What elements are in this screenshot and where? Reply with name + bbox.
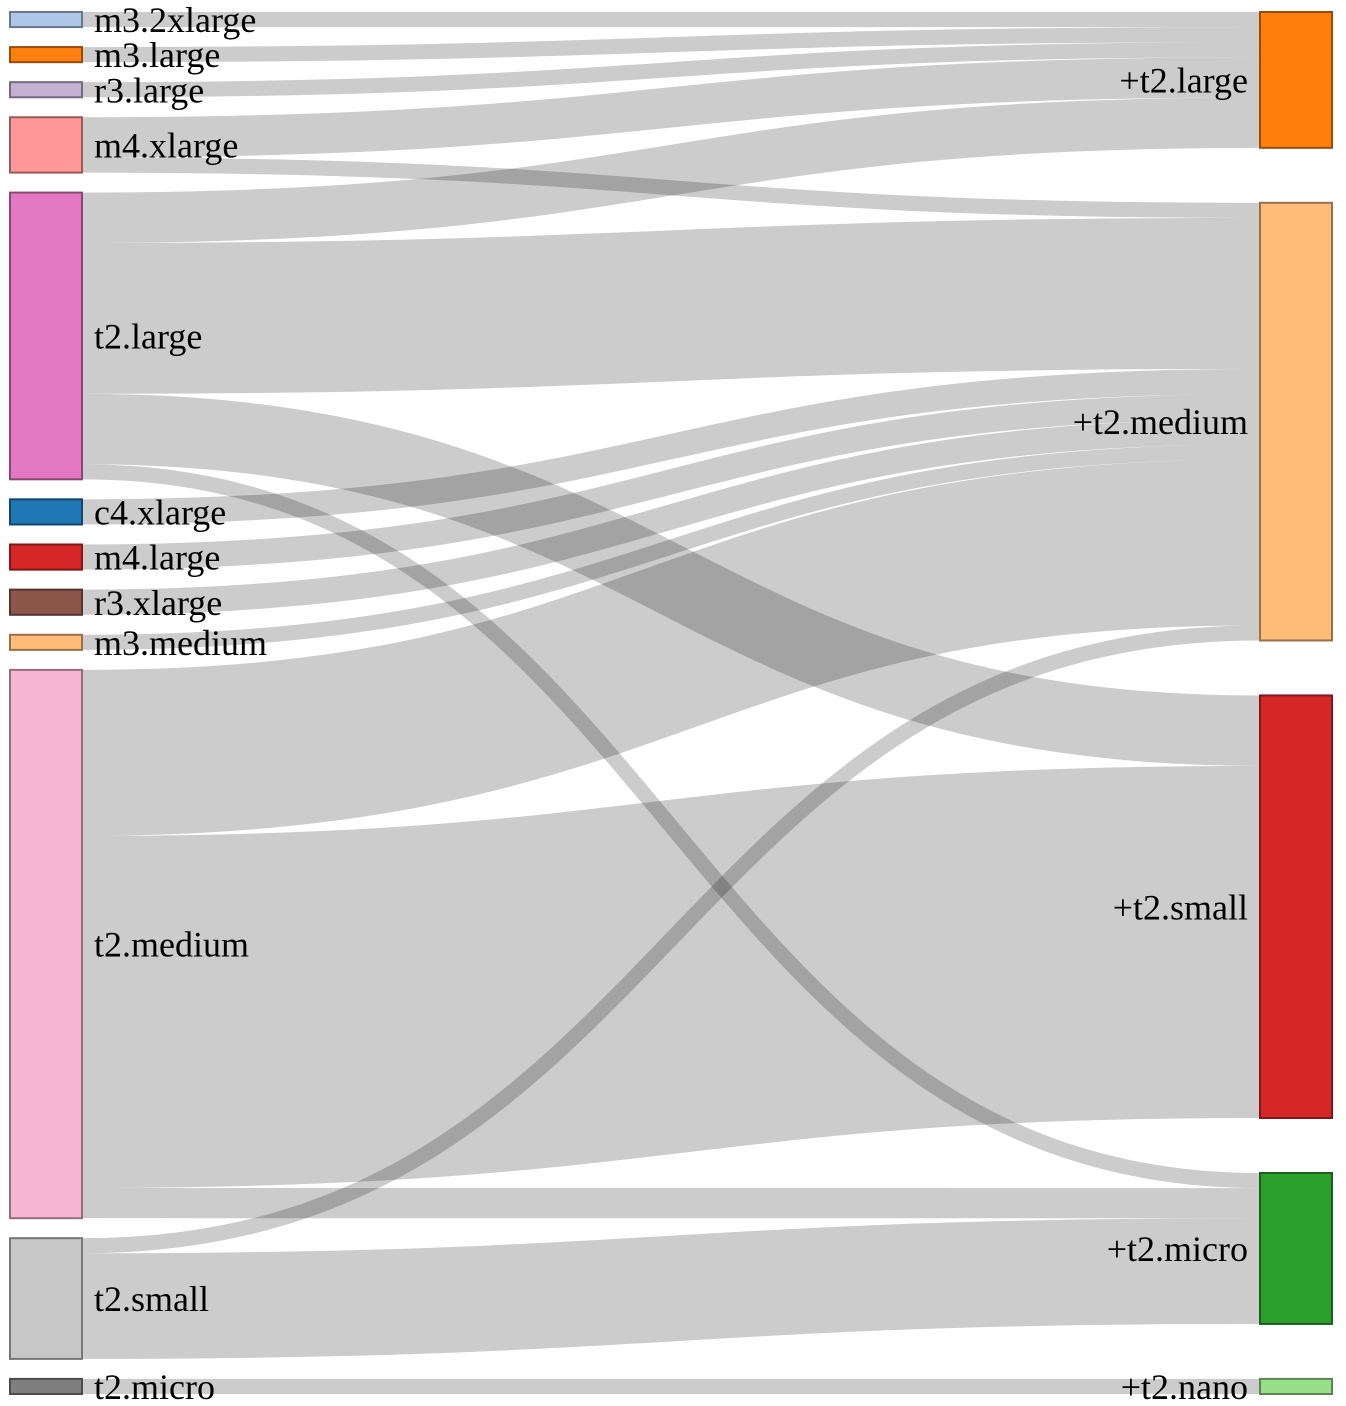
label-r3.large: r3.large: [94, 70, 204, 110]
link-t2.small-to-plus-t2.micro: [81, 1218, 1261, 1359]
link-m4.xlarge-to-plus-t2.medium: [81, 157, 1261, 218]
link-t2.large-to-plus-t2.large: [81, 97, 1261, 243]
link-m3.large-to-plus-t2.large: [81, 27, 1261, 63]
label-plus-t2.small: +t2.small: [1113, 887, 1248, 927]
link-t2.large-to-plus-t2.small: [81, 393, 1261, 766]
label-t2.micro: t2.micro: [94, 1367, 215, 1406]
sankey-links: [81, 12, 1261, 1394]
label-t2.medium: t2.medium: [94, 925, 249, 965]
link-t2.medium-to-plus-t2.small: [81, 765, 1261, 1189]
link-t2.large-to-plus-t2.medium: [81, 217, 1261, 394]
label-plus-t2.medium: +t2.medium: [1073, 402, 1248, 442]
link-t2.small-to-plus-t2.medium: [81, 625, 1261, 1254]
node-r3.xlarge[interactable]: [9, 588, 83, 616]
node-t2.small[interactable]: [9, 1237, 83, 1360]
node-m3.medium[interactable]: [9, 633, 83, 651]
label-m3.medium: m3.medium: [94, 623, 267, 663]
label-m3.large: m3.large: [94, 35, 220, 75]
node-plus-t2.medium[interactable]: [1259, 201, 1333, 642]
label-c4.xlarge: c4.xlarge: [94, 493, 226, 533]
label-m4.large: m4.large: [94, 538, 220, 578]
link-m4.xlarge-to-plus-t2.large: [81, 57, 1261, 158]
label-plus-t2.nano: +t2.nano: [1121, 1367, 1248, 1406]
node-m4.xlarge[interactable]: [9, 116, 83, 174]
node-c4.xlarge[interactable]: [9, 498, 83, 526]
label-plus-t2.micro: +t2.micro: [1107, 1229, 1248, 1269]
node-r3.large[interactable]: [9, 81, 83, 99]
label-r3.xlarge: r3.xlarge: [94, 583, 222, 623]
link-t2.medium-to-plus-t2.medium: [81, 459, 1261, 836]
link-m4.large-to-plus-t2.medium: [81, 393, 1261, 570]
node-t2.large[interactable]: [9, 191, 83, 481]
label-m4.xlarge: m4.xlarge: [94, 126, 238, 166]
label-t2.small: t2.small: [94, 1279, 209, 1319]
link-r3.large-to-plus-t2.large: [81, 42, 1261, 98]
node-m3.large[interactable]: [9, 46, 83, 64]
label-plus-t2.large: +t2.large: [1119, 61, 1248, 101]
node-plus-t2.small[interactable]: [1259, 694, 1333, 1119]
link-t2.large-to-plus-t2.micro: [81, 464, 1261, 1189]
node-t2.medium[interactable]: [9, 668, 83, 1220]
node-m4.large[interactable]: [9, 543, 83, 571]
node-plus-t2.large[interactable]: [1259, 11, 1333, 149]
link-m3.medium-to-plus-t2.medium: [81, 444, 1261, 650]
label-t2.large: t2.large: [94, 317, 202, 357]
node-t2.micro[interactable]: [9, 1377, 83, 1395]
label-m3.2xlarge: m3.2xlarge: [94, 0, 256, 40]
node-m3.2xlarge[interactable]: [9, 11, 83, 29]
node-plus-t2.micro[interactable]: [1259, 1172, 1333, 1325]
link-c4.xlarge-to-plus-t2.medium: [81, 368, 1261, 525]
node-plus-t2.nano[interactable]: [1259, 1377, 1333, 1395]
sankey-nodes: [9, 11, 1333, 1395]
link-r3.xlarge-to-plus-t2.medium: [81, 419, 1261, 615]
